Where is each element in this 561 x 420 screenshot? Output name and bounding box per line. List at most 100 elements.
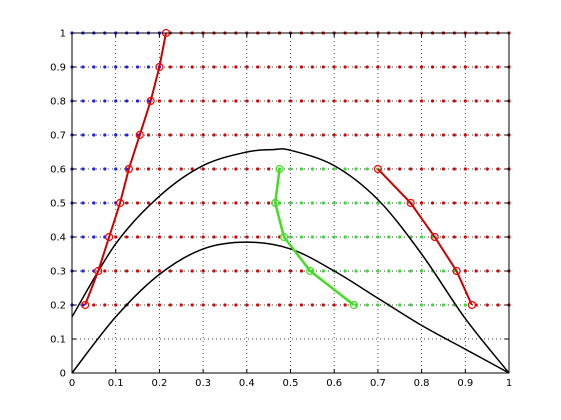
grid-point	[321, 65, 325, 69]
y-tick-label: 0.1	[50, 335, 66, 346]
grid-point	[157, 167, 161, 171]
grid-point	[299, 133, 304, 137]
grid-point	[267, 201, 271, 205]
grid-point	[277, 65, 282, 69]
grid-point	[463, 235, 467, 239]
grid-point	[496, 201, 500, 205]
grid-point	[245, 303, 249, 307]
grid-point	[212, 99, 216, 103]
grid-point	[332, 235, 336, 239]
grid-point	[146, 201, 151, 205]
grid-point	[420, 303, 424, 307]
grid-point	[332, 65, 336, 69]
grid-point	[190, 99, 194, 103]
grid-point	[277, 99, 282, 103]
grid-point	[485, 133, 489, 137]
grid-point	[81, 167, 85, 171]
x-tick-label: 0.9	[457, 378, 473, 389]
grid-point	[277, 269, 282, 273]
grid-point	[496, 65, 500, 69]
boundary-curve	[71, 241, 510, 374]
grid-point	[441, 99, 446, 103]
x-tick-label: 0.4	[239, 378, 255, 389]
trajectory-line	[84, 32, 167, 306]
grid-point	[420, 133, 424, 137]
grid-point	[267, 235, 271, 239]
grid-point	[92, 167, 96, 171]
grid-point	[321, 99, 325, 103]
grid-point	[321, 303, 325, 307]
grid-point	[234, 133, 238, 137]
y-tick-label: 0.4	[50, 233, 66, 244]
grid-point	[92, 303, 96, 307]
grid-point	[288, 99, 293, 103]
grid-point	[288, 167, 293, 171]
grid-point	[398, 269, 402, 273]
grid-point	[496, 303, 500, 307]
grid-point	[267, 303, 271, 307]
grid-point	[485, 201, 489, 205]
grid-point	[430, 99, 435, 103]
grid-point	[332, 167, 336, 171]
grid-point	[310, 65, 314, 69]
grid-point	[114, 99, 118, 103]
grid-point	[288, 201, 293, 205]
grid-point	[376, 303, 380, 307]
trajectory-marker	[373, 164, 382, 174]
grid-point	[212, 235, 216, 239]
grid-point	[256, 133, 260, 137]
grid-point	[299, 269, 304, 273]
grid-point	[267, 65, 271, 69]
grid-point	[190, 235, 194, 239]
grid-point	[190, 167, 194, 171]
grid-point	[485, 235, 489, 239]
y-tick-label: 0.9	[50, 63, 66, 74]
grid-point	[92, 201, 96, 205]
grid-point	[245, 99, 249, 103]
grid-point	[223, 303, 227, 307]
grid-point	[223, 269, 227, 273]
grid-point	[474, 99, 478, 103]
y-tick-label: 0.5	[50, 199, 66, 210]
grid-point	[92, 65, 96, 69]
x-tick-label: 0.1	[108, 378, 124, 389]
grid-point	[496, 269, 500, 273]
grid-point	[168, 65, 172, 69]
grid-point	[103, 99, 107, 103]
y-tick-label: 0	[60, 369, 66, 380]
grid-point	[452, 133, 456, 137]
grid-point	[179, 303, 183, 307]
grid-point	[179, 65, 183, 69]
grid-point	[441, 65, 446, 69]
grid-point	[463, 65, 467, 69]
grid-point	[485, 269, 489, 273]
grid-point	[310, 99, 314, 103]
grid-point	[387, 99, 391, 103]
grid-point	[92, 235, 96, 239]
grid-point	[277, 133, 282, 137]
grid-point	[365, 269, 369, 273]
grid-point	[420, 269, 424, 273]
grid-point	[365, 99, 369, 103]
grid-point	[332, 99, 336, 103]
grid-point	[81, 235, 85, 239]
trajectory-line	[273, 168, 355, 306]
grid-point	[365, 167, 369, 171]
grid-point	[190, 201, 194, 205]
grid-point	[376, 201, 380, 205]
grid-point	[223, 201, 227, 205]
grid-point	[179, 269, 183, 273]
grid-point	[288, 133, 293, 137]
grid-point	[103, 201, 107, 205]
trajectory-marker	[279, 232, 289, 242]
grid-point	[168, 133, 172, 137]
grid-point	[376, 235, 380, 239]
grid-point	[343, 65, 347, 69]
y-tick-label: 0.2	[50, 301, 66, 312]
grid-point	[223, 167, 227, 171]
grid-point	[398, 167, 402, 171]
grid-point	[474, 133, 478, 137]
trajectory-marker	[452, 266, 461, 276]
grid-point	[157, 303, 161, 307]
grid-point	[103, 303, 107, 307]
